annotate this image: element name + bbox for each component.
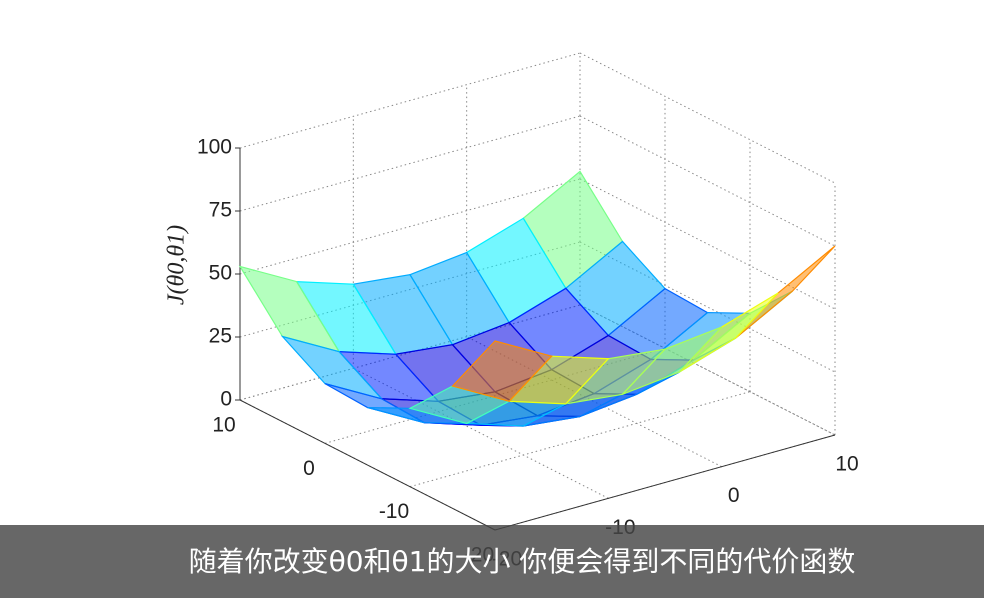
- z-axis-label: J(θ0,θ1): [164, 225, 190, 305]
- y-grid-line: [409, 391, 751, 488]
- z-grid-line: [579, 52, 836, 184]
- y-axis: [239, 399, 496, 531]
- y-tick-label: 10: [212, 414, 235, 437]
- surface-patch: [735, 245, 836, 339]
- z-tick-label: 75: [209, 199, 232, 222]
- z-tick-label: 0: [220, 388, 232, 411]
- z-tick-label: 25: [209, 325, 232, 348]
- surface-patch: [451, 340, 553, 402]
- x-tick-label: 0: [728, 484, 740, 507]
- subtitle: 随着你改变θ0和θ1的大小 你便会得到不同的代价函数: [188, 545, 856, 578]
- y-tick-label: 0: [303, 457, 315, 480]
- z-grid-line: [239, 52, 581, 149]
- z-grid-line: [579, 241, 836, 373]
- x-tick-label: 10: [835, 453, 858, 476]
- z-grid-line: [579, 304, 836, 436]
- z-grid-line: [239, 115, 581, 212]
- subtitle-band: [0, 525, 984, 598]
- x-axis: [494, 434, 836, 531]
- z-grid-line: [579, 115, 836, 247]
- z-grid-line: [239, 178, 581, 275]
- z-tick-label: 50: [209, 262, 232, 285]
- z-tick-label: 100: [197, 136, 232, 159]
- y-tick-label: -10: [379, 500, 409, 523]
